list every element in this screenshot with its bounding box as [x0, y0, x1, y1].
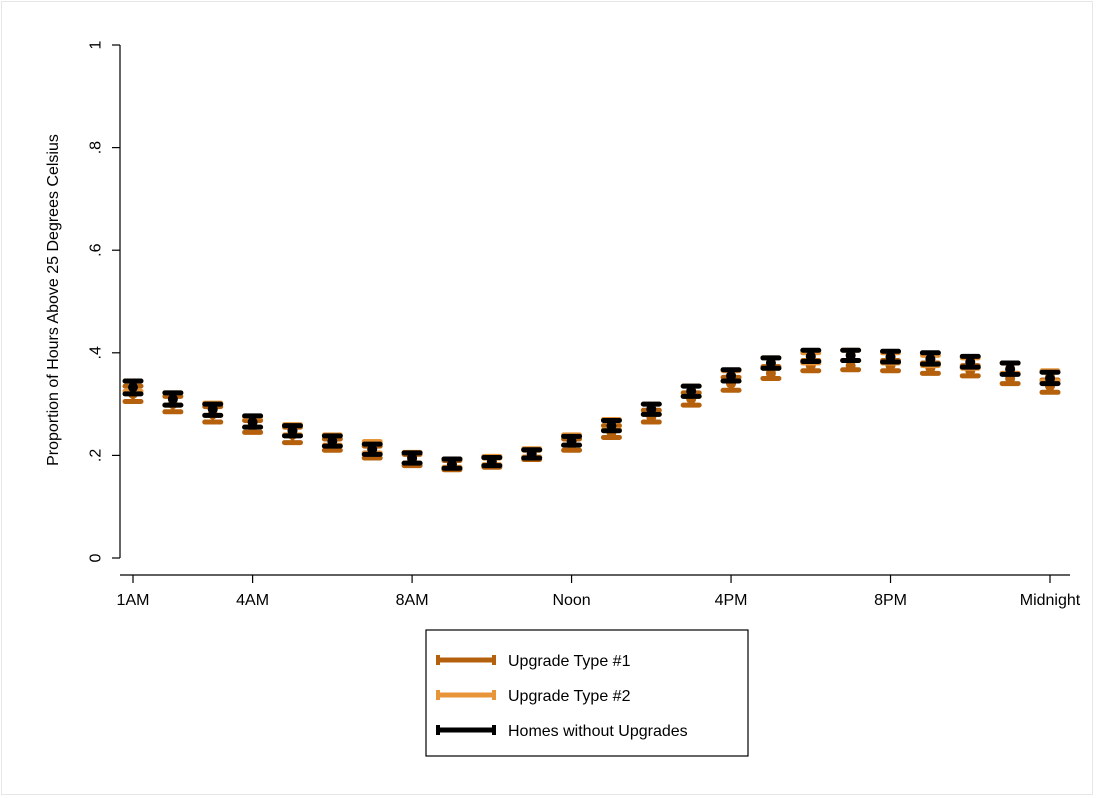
data-point — [765, 358, 776, 369]
x-tick-label: 1AM — [117, 592, 150, 609]
x-tick-label: 4AM — [236, 592, 269, 609]
data-point — [128, 382, 138, 393]
data-point — [167, 393, 178, 404]
x-tick-label: 8AM — [396, 592, 429, 609]
data-point — [686, 386, 697, 397]
legend-label: Homes without Upgrades — [508, 723, 688, 740]
data-point — [845, 360, 856, 371]
data-point — [367, 444, 378, 455]
data-point — [646, 404, 657, 415]
data-point — [407, 452, 418, 463]
x-tick-label: Noon — [552, 592, 590, 609]
x-tick-label: Midnight — [1020, 592, 1081, 609]
data-point — [327, 436, 338, 447]
legend-label: Upgrade Type #2 — [508, 688, 631, 705]
data-point — [845, 350, 856, 361]
data-point — [765, 368, 776, 379]
y-axis: 0 .2 .4 .6 .8 1 — [88, 40, 121, 562]
x-axis: 1AM 4AM 8AM Noon 4PM 8PM Midnight — [117, 574, 1081, 609]
data-point — [726, 370, 737, 381]
data-point — [287, 425, 298, 436]
y-tick-label: .6 — [88, 243, 105, 256]
plot-area — [122, 347, 1061, 473]
series-2 — [122, 347, 1061, 470]
data-point — [486, 456, 497, 467]
data-point — [1005, 364, 1016, 375]
y-tick-label: 1 — [88, 40, 105, 49]
legend-label: Upgrade Type #1 — [508, 653, 631, 670]
data-point — [247, 417, 258, 428]
data-point — [566, 436, 577, 447]
x-tick-label: 4PM — [715, 592, 748, 609]
legend: Upgrade Type #1 Upgrade Type #2 Homes with… — [425, 629, 749, 757]
data-point — [965, 357, 976, 368]
data-point — [925, 353, 936, 364]
data-point — [526, 448, 537, 459]
data-point — [885, 351, 896, 362]
data-point — [207, 404, 218, 415]
series-3 — [122, 347, 1061, 471]
y-tick-label: 0 — [88, 553, 105, 562]
data-point — [446, 459, 457, 470]
data-point — [805, 351, 816, 362]
x-tick-label: 8PM — [874, 592, 907, 609]
data-point — [606, 420, 617, 431]
y-axis-title: Proportion of Hours Above 25 Degrees Cel… — [45, 134, 62, 466]
y-tick-label: .4 — [88, 346, 105, 359]
y-tick-label: .8 — [88, 141, 105, 154]
y-tick-label: .2 — [88, 449, 105, 462]
data-point — [1045, 373, 1055, 384]
series-1 — [122, 357, 1061, 473]
